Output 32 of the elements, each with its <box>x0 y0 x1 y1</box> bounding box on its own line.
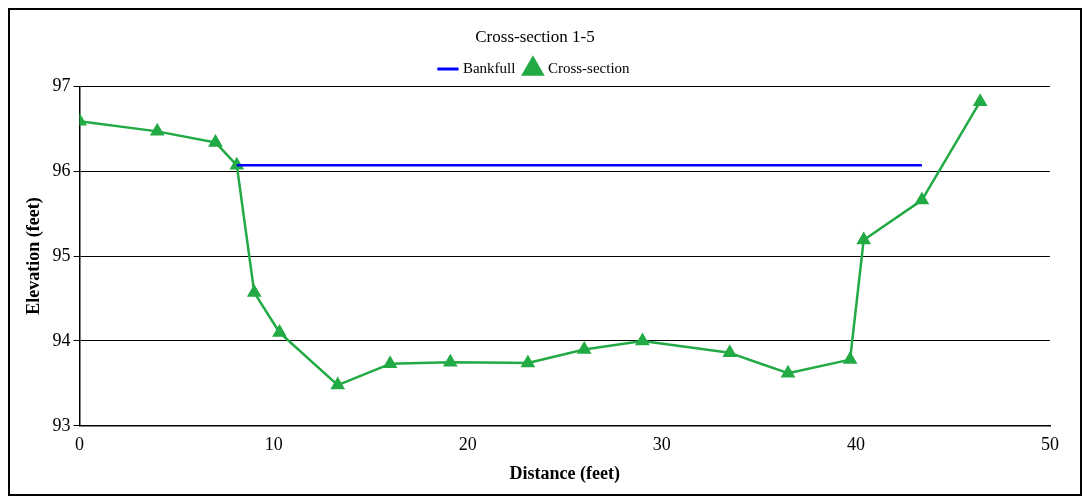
y-tick-label: 93 <box>52 414 71 435</box>
x-tick-label: 20 <box>458 434 477 455</box>
legend-label: Bankfull <box>462 59 516 76</box>
point <box>443 354 457 367</box>
point <box>781 365 795 378</box>
point <box>635 333 649 346</box>
point <box>150 124 164 136</box>
point <box>843 352 857 364</box>
point <box>915 192 929 205</box>
point <box>209 135 222 147</box>
point <box>723 345 737 358</box>
point <box>521 355 535 368</box>
y-tick-label: 95 <box>52 244 71 265</box>
x-tick-label: 0 <box>75 434 85 455</box>
x-axis-title: Distance (feet) <box>509 462 621 484</box>
x-tick-label: 10 <box>264 434 283 455</box>
x-tick-label: 40 <box>846 434 865 455</box>
y-tick-label: 97 <box>52 75 71 96</box>
point <box>331 377 345 390</box>
y-tick-label: 96 <box>52 159 71 180</box>
y-axis-title: Elevation (feet) <box>23 197 45 315</box>
point <box>273 325 286 337</box>
point <box>577 342 591 354</box>
point <box>383 356 397 369</box>
x-tick-label: 50 <box>1041 434 1059 455</box>
point <box>973 94 987 106</box>
point <box>857 232 871 245</box>
point <box>247 285 261 297</box>
chart-title: Cross-section 1-5 <box>475 26 595 46</box>
y-tick-label: 94 <box>52 329 71 350</box>
legend-label: Cross-section <box>547 59 631 76</box>
x-tick-label: 30 <box>652 434 671 455</box>
